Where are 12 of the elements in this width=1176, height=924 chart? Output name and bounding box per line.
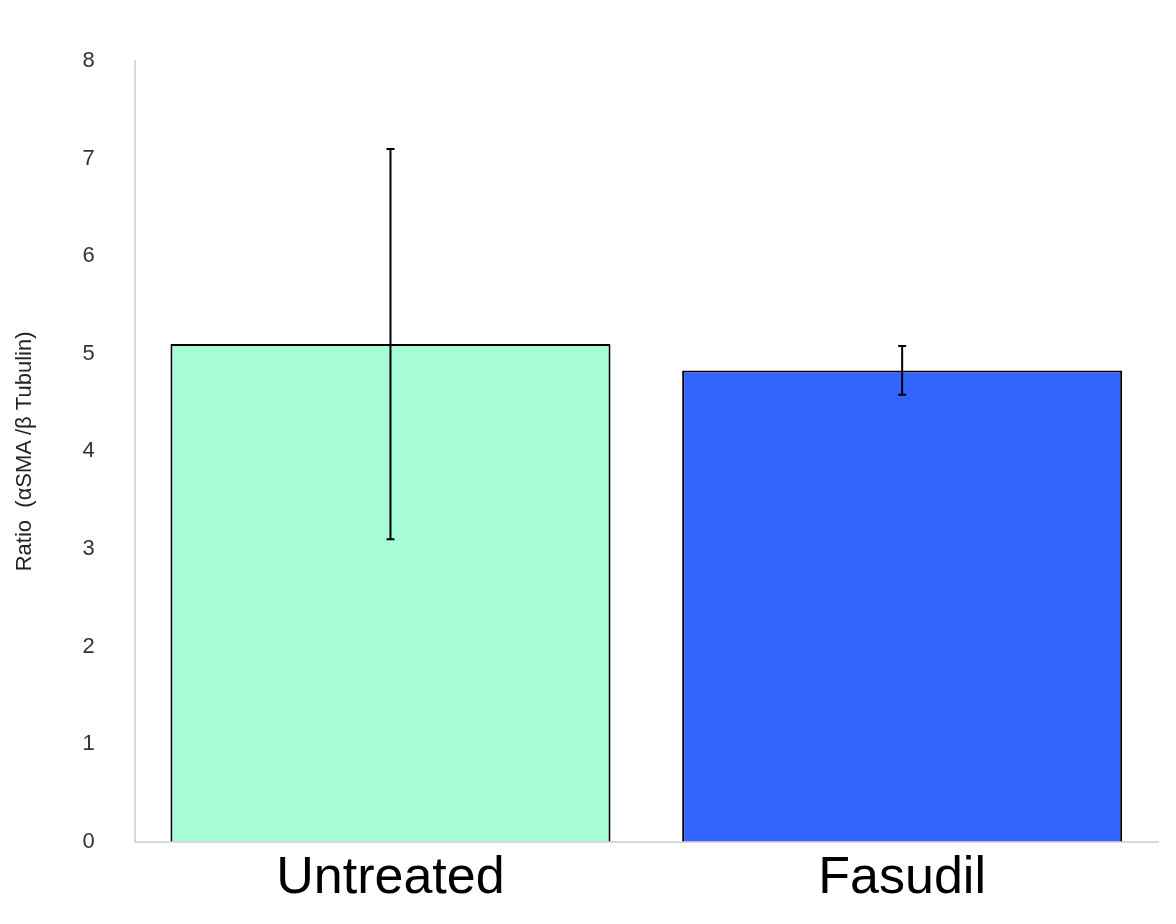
y-tick-label: 1 (82, 730, 95, 756)
y-tick-label: 6 (82, 242, 95, 268)
y-tick-label: 0 (82, 827, 95, 853)
y-tick-label: 8 (82, 47, 95, 73)
x-tick-label: Untreated (276, 846, 505, 905)
y-axis-title: Ratio (αSMA /β Tubulin) (11, 331, 37, 572)
y-tick-label: 2 (82, 632, 95, 658)
y-tick-label: 3 (82, 535, 95, 561)
x-tick-label: Fasudil (818, 846, 986, 905)
y-tick-label: 7 (82, 144, 95, 170)
y-tick-label: 4 (82, 437, 95, 463)
y-tick-label: 5 (82, 339, 95, 365)
